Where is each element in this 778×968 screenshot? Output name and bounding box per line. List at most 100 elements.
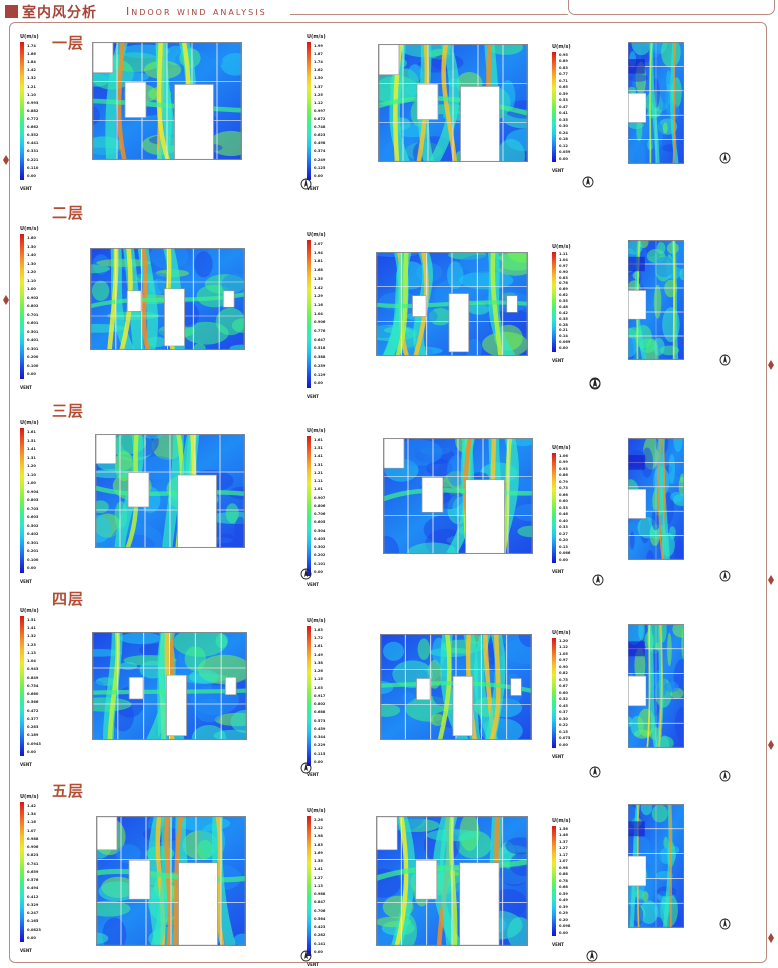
- legend-tick-label: 0.344: [314, 735, 326, 740]
- legend-tick-label: 0.412: [27, 894, 39, 899]
- legend-tick-label: 1.12: [559, 645, 568, 650]
- legend-footer-label: VENT: [552, 358, 564, 363]
- legend-tick-label: 1.05: [559, 651, 568, 656]
- legend-tick-label: 0.15: [559, 729, 568, 734]
- legend-tick-label: 0.24: [559, 130, 568, 135]
- legend-tick-label: 0.59: [559, 891, 568, 896]
- legend-ticks: 1.20 1.12 1.05 0.97 0.90 0.82 0.75 0.67 0.60 0.52…: [559, 638, 570, 748]
- legend-tick-label: 0.71: [559, 78, 568, 83]
- legend-tick-label: 0.110: [27, 165, 39, 170]
- legend-tick-label: 1.07: [559, 859, 568, 864]
- legend-tick-label: 0.95: [559, 53, 568, 57]
- legend-tick-label: 0.564: [314, 916, 326, 921]
- legend-tick-label: 0.388: [314, 355, 326, 360]
- legend-tick-label: 0.76: [559, 281, 568, 286]
- north-arrow-icon: [719, 768, 731, 782]
- legend-tick-label: 0.48: [559, 304, 568, 309]
- legend-tick-label: 0.00: [559, 930, 568, 935]
- legend-tick-label: 0.00: [314, 173, 323, 178]
- legend-tick-label: 0.97: [559, 658, 568, 663]
- wind-plan-7: [383, 438, 533, 554]
- velocity-legend: U(m/s) 1.06 0.99 0.93 0.86 0.79 0.73 0.66 0.60 0.…: [552, 445, 592, 575]
- legend-tick-label: 0.823: [27, 853, 39, 858]
- header-tab-outline: [568, 0, 775, 15]
- legend-footer-label: VENT: [20, 948, 32, 953]
- wind-plan-10: [380, 634, 532, 740]
- north-arrow-icon: [719, 150, 731, 164]
- legend-ticks: 1.74 1.66 1.84 1.42 1.32 1.21 1.10 0.993 0.882 0.…: [27, 42, 38, 180]
- page-header: 室内风分析 Indoor wind analysis: [0, 0, 778, 22]
- legend-tick-label: 1.61: [314, 438, 323, 442]
- legend-tick-label: 0.00: [314, 759, 323, 764]
- legend-tick-label: 0.98: [559, 865, 568, 870]
- legend-tick-label: 1.00: [27, 287, 36, 292]
- legend-tick-label: 1.11: [559, 252, 568, 256]
- section-marker-square: [5, 5, 18, 18]
- legend-tick-label: 0.68: [559, 885, 568, 890]
- legend-tick-label: 1.11: [314, 479, 323, 484]
- legend-footer-label: VENT: [307, 772, 319, 777]
- legend-tick-label: 0.374: [314, 149, 326, 154]
- legend-tick-label: 1.29: [314, 294, 323, 299]
- legend-unit-label: U(m/s): [20, 420, 39, 426]
- legend-tick-label: 0.849: [27, 675, 39, 680]
- legend-tick-label: 0.00: [314, 569, 323, 574]
- legend-tick-label: 0.221: [27, 157, 39, 162]
- legend-tick-label: 1.60: [27, 236, 36, 240]
- north-arrow-icon: [300, 760, 312, 774]
- velocity-legend: U(m/s) 1.83 1.72 1.61 1.49 1.38 1.26 1.15 1.03 0.…: [307, 618, 347, 778]
- legend-tick-label: 0.201: [27, 549, 39, 554]
- legend-footer-label: VENT: [20, 762, 32, 767]
- legend-tick-label: 1.16: [314, 302, 323, 307]
- velocity-legend: U(m/s) 1.60 1.50 1.40 1.30 1.20 1.10 1.00 0.902 0…: [20, 226, 60, 391]
- legend-tick-label: 1.87: [314, 52, 323, 57]
- legend-tick-label: 0.706: [314, 512, 326, 517]
- legend-tick-label: 0.259: [314, 363, 326, 368]
- legend-unit-label: U(m/s): [20, 794, 39, 800]
- legend-tick-label: 0.00: [27, 749, 36, 754]
- legend-tick-label: 1.42: [27, 804, 36, 808]
- legend-tick-label: 0.14: [559, 334, 568, 339]
- velocity-legend: U(m/s) 1.99 1.87 1.74 1.62 1.50 1.37 1.25 1.12 0.…: [307, 34, 347, 192]
- legend-tick-label: 0.603: [27, 515, 39, 520]
- legend-tick-label: 0.301: [27, 346, 39, 351]
- velocity-legend: U(m/s) 1.61 1.51 1.41 1.31 1.20 1.10 1.00 0.904 0…: [20, 420, 60, 585]
- legend-tick-label: 0.42: [559, 310, 568, 315]
- legend-unit-label: U(m/s): [20, 34, 39, 40]
- legend-color-bar: [20, 802, 24, 942]
- legend-tick-label: 1.26: [314, 669, 323, 674]
- velocity-legend: U(m/s) 1.11 1.04 0.97 0.90 0.83 0.76 0.69 0.62 0.…: [552, 244, 592, 364]
- header-rule: [290, 14, 568, 15]
- legend-tick-label: 1.10: [27, 92, 36, 97]
- legend-tick-label: 0.89: [559, 59, 568, 64]
- legend-unit-label: U(m/s): [307, 428, 326, 434]
- legend-tick-label: 1.62: [314, 68, 323, 73]
- legend-tick-label: 0.73: [559, 486, 568, 491]
- legend-tick-label: 0.00: [27, 566, 36, 571]
- legend-tick-label: 0.20: [559, 917, 568, 922]
- velocity-legend: U(m/s) 1.51 1.41 1.32 1.23 1.13 1.04 0.943 0.849…: [20, 608, 60, 768]
- legend-tick-label: 0.075: [559, 736, 571, 741]
- legend-tick-label: 0.60: [559, 690, 568, 695]
- wind-plan-12: [96, 816, 246, 946]
- legend-tick-label: 1.98: [314, 834, 323, 839]
- legend-tick-label: 0.502: [27, 523, 39, 528]
- wind-plan-11: [628, 624, 684, 748]
- legend-tick-label: 0.0943: [27, 741, 41, 746]
- legend-tick-label: 0.066: [559, 551, 571, 556]
- legend-tick-label: 1.15: [314, 677, 323, 682]
- legend-tick-label: 0.37: [559, 710, 568, 715]
- legend-tick-label: 0.189: [27, 733, 39, 738]
- north-arrow-icon: [582, 174, 594, 188]
- legend-tick-label: 1.46: [559, 833, 568, 838]
- legend-tick-label: 0.329: [27, 902, 39, 907]
- legend-tick-label: 0.623: [314, 133, 326, 138]
- legend-color-bar: [307, 240, 311, 388]
- legend-tick-label: 0.35: [559, 316, 568, 321]
- legend-unit-label: U(m/s): [20, 608, 39, 614]
- legend-tick-label: 0.741: [27, 861, 39, 866]
- legend-tick-label: 1.01: [314, 487, 323, 492]
- legend-tick-label: 0.13: [559, 544, 568, 549]
- legend-tick-label: 0.65: [559, 85, 568, 90]
- legend-ticks: 1.83 1.72 1.61 1.49 1.38 1.26 1.15 1.03 0.917 0.8…: [314, 626, 325, 766]
